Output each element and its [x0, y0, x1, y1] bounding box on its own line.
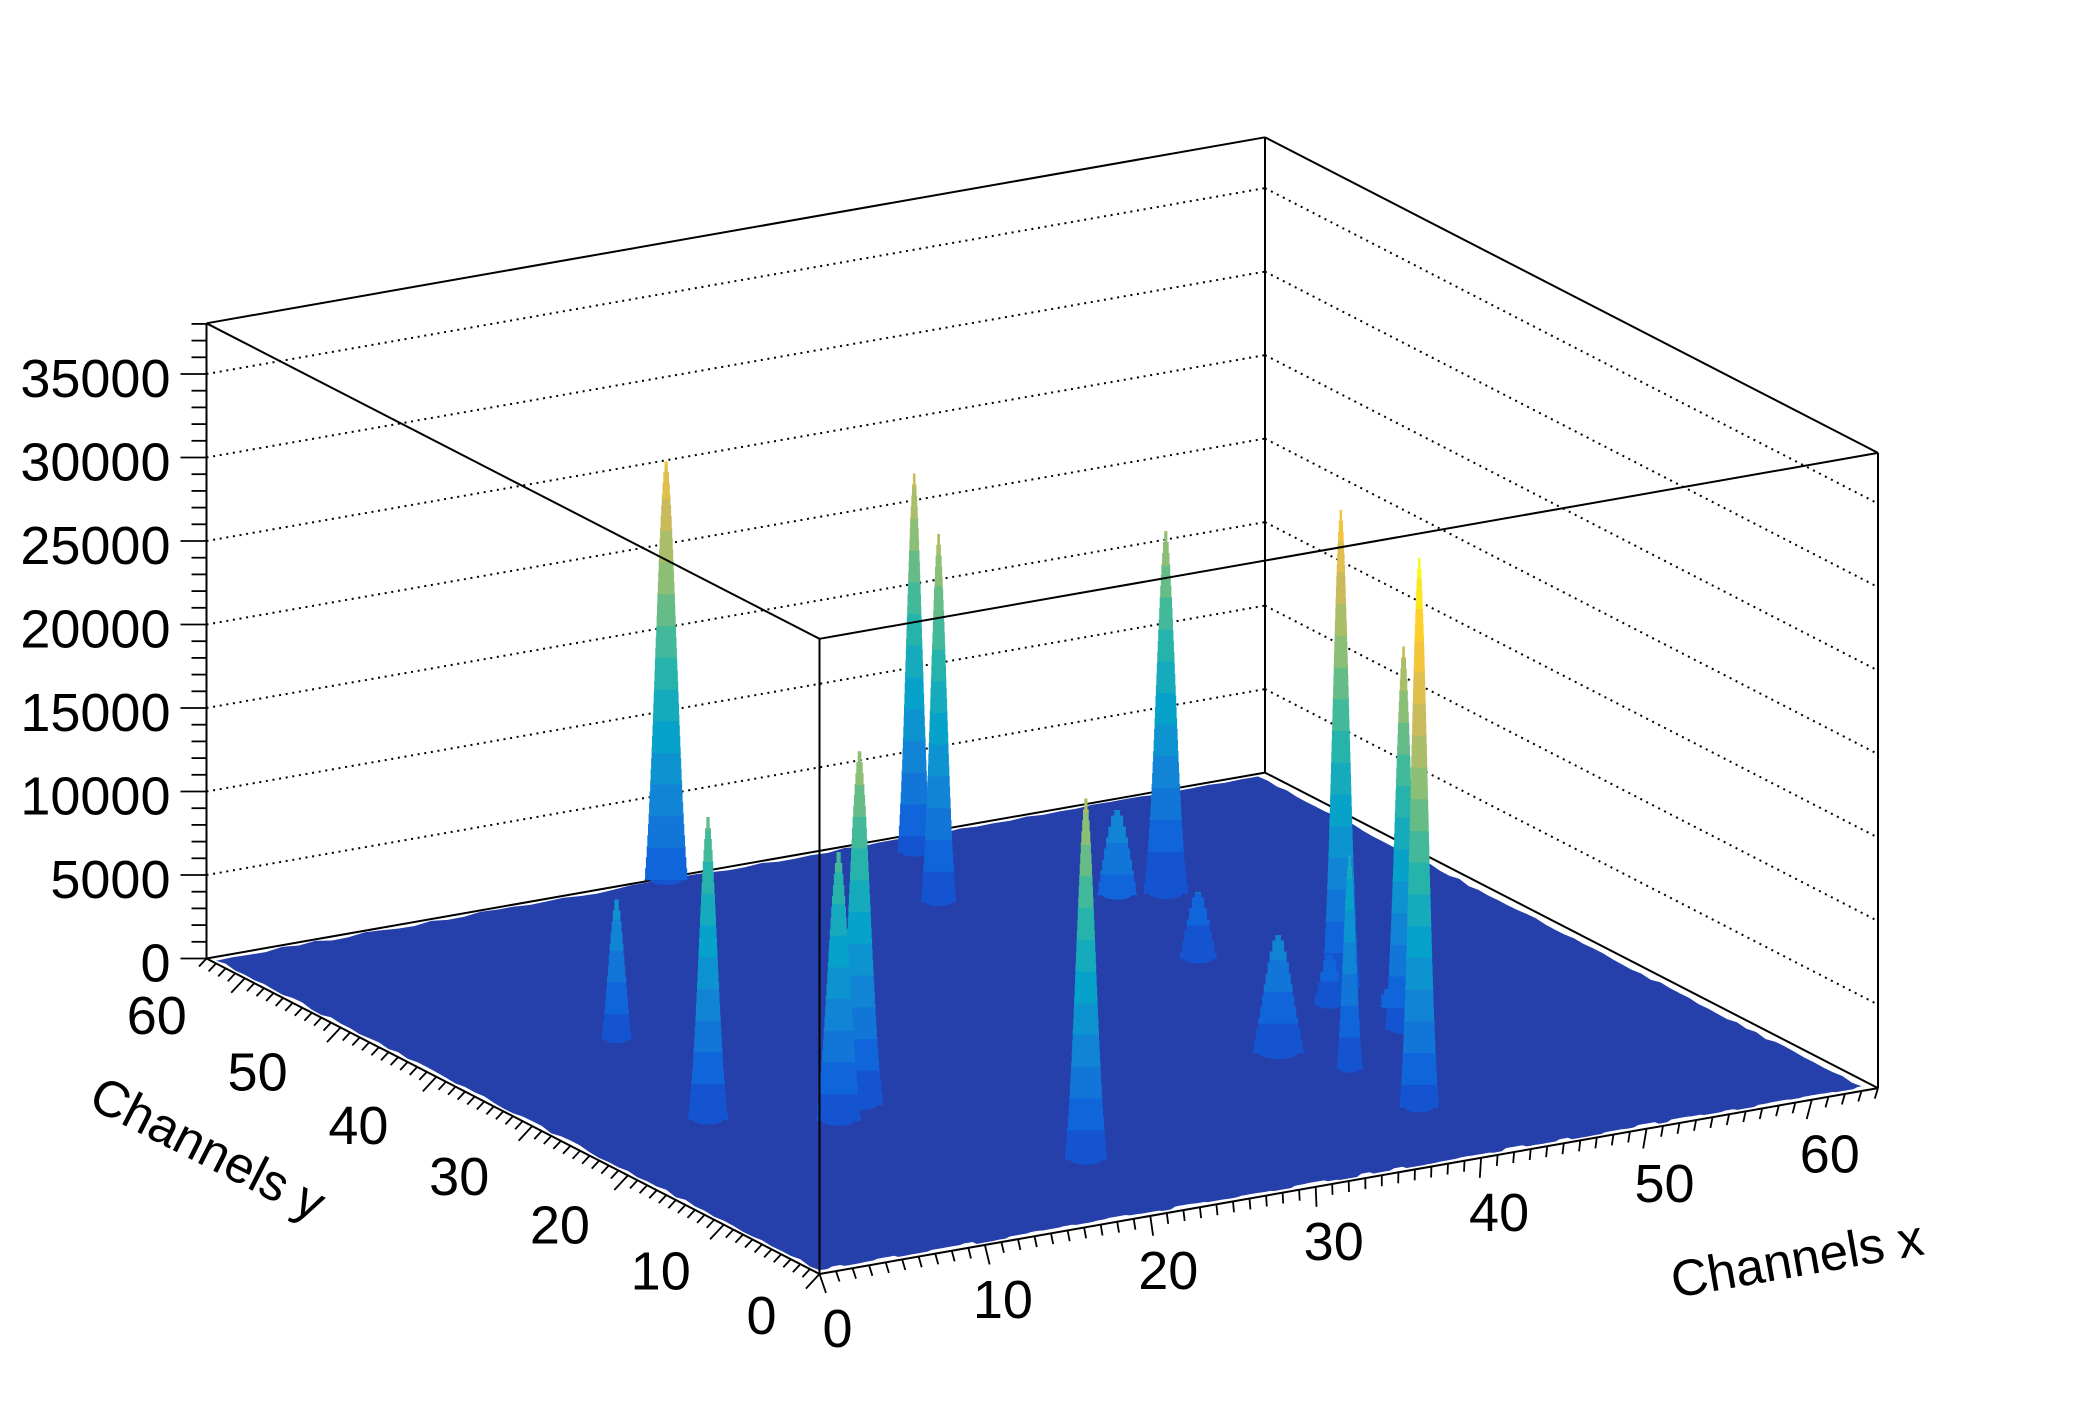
svg-text:0: 0	[822, 1299, 852, 1359]
svg-text:15000: 15000	[20, 683, 170, 743]
svg-text:20: 20	[1138, 1241, 1198, 1301]
svg-text:30: 30	[429, 1147, 489, 1207]
svg-text:50: 50	[228, 1043, 288, 1103]
svg-text:60: 60	[127, 986, 187, 1046]
svg-text:20000: 20000	[20, 600, 170, 660]
svg-text:20: 20	[530, 1195, 590, 1255]
svg-text:50: 50	[1634, 1154, 1694, 1214]
svg-text:10: 10	[973, 1270, 1033, 1330]
svg-text:40: 40	[328, 1096, 388, 1156]
svg-text:40: 40	[1469, 1183, 1529, 1243]
svg-text:5000: 5000	[50, 850, 170, 910]
svg-text:0: 0	[746, 1286, 776, 1346]
svg-text:30: 30	[1304, 1212, 1364, 1272]
svg-text:10000: 10000	[20, 767, 170, 827]
svg-text:35000: 35000	[20, 349, 170, 409]
svg-text:10: 10	[631, 1242, 691, 1302]
svg-text:60: 60	[1800, 1125, 1860, 1185]
svg-text:25000: 25000	[20, 516, 170, 576]
svg-text:0: 0	[140, 934, 170, 994]
svg-text:30000: 30000	[20, 433, 170, 493]
